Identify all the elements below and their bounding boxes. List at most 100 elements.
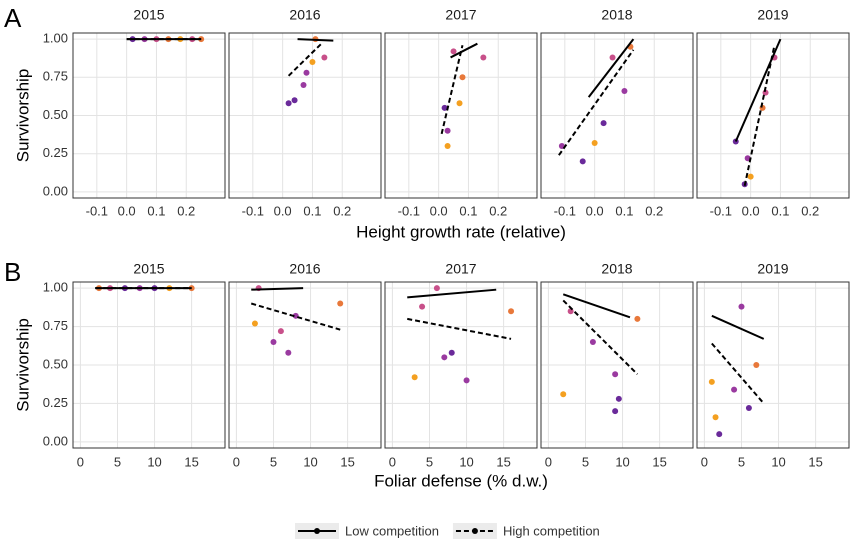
x-tick-label: 0.0	[274, 203, 292, 218]
fit-line	[407, 317, 512, 340]
x-axis-title: Height growth rate (relative)	[356, 222, 566, 241]
fit-line	[450, 42, 478, 59]
point	[621, 88, 628, 95]
x-tick-label: 0	[545, 454, 552, 469]
point	[480, 54, 487, 61]
x-tick-label: -0.1	[398, 203, 420, 218]
panel-label: B	[4, 257, 21, 287]
x-tick-label: 10	[147, 454, 161, 469]
x-tick-label: 10	[771, 454, 785, 469]
point	[309, 59, 316, 66]
point	[270, 338, 277, 345]
panel-border	[696, 281, 850, 449]
y-tick-label: 0.25	[43, 395, 68, 410]
point	[615, 395, 622, 402]
point	[433, 285, 440, 292]
x-tick-label: 0	[701, 454, 708, 469]
point	[285, 100, 292, 107]
point	[745, 405, 752, 412]
fit-line	[711, 314, 765, 340]
legend-dot	[471, 528, 478, 534]
x-tick-label: 5	[426, 454, 433, 469]
point	[459, 74, 466, 81]
point	[411, 374, 418, 381]
point	[560, 391, 567, 398]
x-tick-label: 0	[77, 454, 84, 469]
point	[321, 54, 328, 61]
x-tick-label: 0.0	[430, 203, 448, 218]
point	[591, 140, 598, 146]
facet-title: 2018	[601, 7, 632, 23]
y-tick-label: 0.75	[43, 69, 68, 84]
point	[456, 100, 463, 107]
y-tick-label: 0.00	[43, 433, 68, 448]
facet-title: 2019	[757, 261, 788, 277]
x-tick-label: 0.1	[303, 203, 321, 218]
fit-line	[558, 49, 635, 156]
y-tick-label: 0.50	[43, 107, 68, 122]
point	[291, 97, 298, 104]
y-tick-label: 0.00	[43, 183, 68, 198]
point	[441, 104, 448, 111]
facet-title: 2017	[445, 261, 476, 277]
x-tick-label: 15	[652, 454, 666, 469]
legend-label: Low competition	[345, 523, 439, 538]
point	[444, 143, 451, 150]
point	[300, 81, 307, 88]
point	[508, 308, 515, 315]
x-tick-label: 5	[114, 454, 121, 469]
point	[450, 48, 457, 55]
facet-title: 2016	[289, 7, 320, 23]
point	[747, 173, 754, 180]
x-tick-label: 0.0	[742, 203, 760, 218]
x-tick-label: 0.0	[118, 203, 136, 218]
point	[712, 414, 719, 421]
point	[589, 338, 596, 345]
facet-title: 2015	[133, 261, 164, 277]
panel-border	[228, 281, 382, 449]
point	[441, 354, 448, 361]
panel-border	[384, 281, 538, 449]
point	[579, 158, 586, 165]
y-tick-label: 0.75	[43, 318, 68, 333]
x-axis-title: Foliar defense (% d.w.)	[374, 471, 548, 490]
fit-line	[251, 287, 304, 291]
panel-border	[228, 32, 382, 199]
panel-label: A	[4, 3, 22, 33]
x-tick-label: 0.0	[586, 203, 604, 218]
x-tick-label: 15	[184, 454, 198, 469]
facet-title: 2017	[445, 7, 476, 23]
point	[448, 349, 455, 356]
x-tick-label: 5	[270, 454, 277, 469]
point	[744, 155, 751, 162]
panel-border	[696, 32, 850, 199]
fit-line	[562, 299, 639, 375]
fit-line	[562, 293, 631, 319]
y-axis-title: Survivorship	[13, 69, 32, 163]
x-tick-label: 0.1	[147, 203, 165, 218]
point	[708, 378, 715, 385]
point	[419, 303, 426, 310]
legend-dot	[314, 528, 320, 534]
panel-border	[540, 281, 694, 449]
x-tick-label: 0.1	[615, 203, 633, 218]
facet-title: 2015	[133, 7, 164, 23]
y-axis-title: Survivorship	[13, 318, 32, 412]
point	[444, 127, 451, 134]
fit-line	[297, 38, 334, 42]
fit-line	[587, 38, 635, 98]
point	[251, 320, 258, 327]
point	[612, 371, 619, 378]
x-tick-label: 0.2	[801, 203, 819, 218]
x-tick-label: 15	[496, 454, 510, 469]
x-tick-label: 0.2	[177, 203, 195, 218]
x-tick-label: 0	[233, 454, 240, 469]
panel-border	[540, 32, 694, 199]
y-tick-label: 1.00	[43, 31, 68, 46]
point	[738, 303, 745, 310]
point	[285, 349, 292, 356]
point	[634, 315, 641, 322]
x-tick-label: -0.1	[554, 203, 576, 218]
point	[303, 69, 310, 76]
